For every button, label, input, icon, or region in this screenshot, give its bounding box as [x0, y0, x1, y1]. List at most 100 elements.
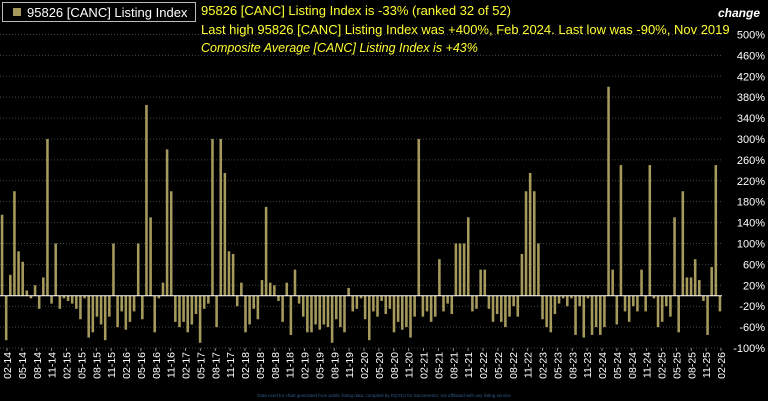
x-tick-label: 05-15: [76, 352, 88, 379]
bar: [491, 295, 495, 322]
bar: [161, 282, 165, 296]
x-tick-label: 08-18: [270, 352, 282, 379]
bar: [256, 295, 260, 320]
bar: [528, 172, 532, 296]
bar: [466, 217, 470, 296]
y-tick-label: 60%: [743, 259, 765, 271]
bar: [693, 259, 697, 296]
x-tick-label: 11-19: [344, 352, 356, 378]
x-tick-label: 05-20: [374, 352, 386, 379]
y-tick-label: 100%: [737, 238, 765, 250]
bar: [475, 295, 478, 309]
bar: [322, 295, 326, 325]
bar: [33, 285, 37, 296]
bar: [0, 214, 4, 296]
bar: [570, 295, 573, 299]
bar: [433, 295, 437, 317]
bar: [689, 277, 693, 296]
bar: [384, 295, 388, 315]
x-tick-label: 11-22: [523, 352, 535, 378]
bar: [198, 295, 202, 343]
bar: [293, 269, 297, 296]
bar: [533, 191, 536, 296]
bar: [281, 295, 284, 322]
bar: [636, 295, 639, 312]
bar: [124, 295, 128, 330]
y-tick-label: 260%: [737, 155, 765, 167]
bar: [590, 295, 594, 335]
bar: [37, 295, 41, 309]
bar: [479, 269, 482, 296]
y-tick-label: -20%: [739, 301, 765, 313]
bar: [141, 295, 144, 320]
bar: [70, 295, 74, 304]
bar: [301, 295, 305, 317]
bar: [157, 295, 161, 299]
bar: [677, 295, 680, 333]
bar: [537, 243, 540, 296]
bar: [165, 149, 169, 296]
bar: [632, 295, 635, 307]
bar: [462, 243, 466, 296]
y-axis-title: change: [717, 6, 760, 20]
bar: [611, 269, 614, 296]
bar: [149, 217, 152, 296]
bar: [29, 295, 33, 299]
bar: [202, 295, 206, 309]
bar: [640, 269, 643, 296]
x-tick-label: 08-24: [627, 352, 639, 379]
bar: [62, 295, 66, 299]
bar: [409, 295, 412, 338]
bar: [623, 295, 627, 312]
bar: [268, 282, 272, 296]
x-tick-label: 11-16: [166, 352, 178, 378]
bar: [79, 295, 82, 320]
y-tick-label: 340%: [737, 113, 765, 125]
y-tick-label: 460%: [737, 50, 765, 62]
bar: [524, 191, 528, 296]
y-tick-label: 420%: [737, 71, 765, 83]
y-tick-label: 220%: [737, 176, 765, 188]
bar: [471, 295, 474, 312]
bar: [495, 295, 499, 315]
bar: [314, 295, 317, 325]
x-tick-label: 05-21: [433, 352, 445, 379]
bar: [627, 295, 631, 322]
legend: 95826 [CANC] Listing Index: [2, 2, 196, 22]
bar: [359, 295, 363, 299]
bar: [450, 295, 454, 315]
bar: [520, 253, 524, 296]
x-tick-label: 02-18: [240, 352, 252, 379]
x-tick-label: 11-24: [642, 352, 654, 378]
bar: [487, 295, 491, 309]
bar: [54, 243, 57, 296]
x-tick-label: 02-23: [538, 352, 550, 379]
x-tick-label: 11-20: [404, 352, 416, 378]
bar: [58, 295, 62, 309]
bar: [289, 295, 293, 335]
bar: [619, 165, 623, 296]
bar: [656, 295, 660, 328]
bar: [99, 295, 103, 325]
bar: [681, 191, 685, 296]
bar: [260, 280, 264, 296]
x-tick-label: 02-22: [478, 352, 490, 379]
x-tick-label: 08-22: [508, 352, 520, 379]
x-tick-label: 08-15: [91, 352, 103, 379]
bar: [231, 253, 235, 296]
x-tick-label: 05-18: [255, 352, 267, 379]
bar: [235, 295, 239, 307]
bar: [182, 295, 185, 322]
bar: [454, 243, 458, 296]
bar: [673, 217, 676, 296]
bar: [240, 282, 243, 296]
y-tick-label: 20%: [743, 280, 765, 292]
bar: [169, 191, 173, 296]
bar: [17, 251, 20, 296]
x-tick-label: 05-24: [612, 352, 624, 379]
x-tick-label: 08-19: [329, 352, 341, 379]
bar: [264, 206, 268, 296]
bar: [718, 295, 722, 312]
x-tick-label: 02-19: [300, 352, 312, 379]
